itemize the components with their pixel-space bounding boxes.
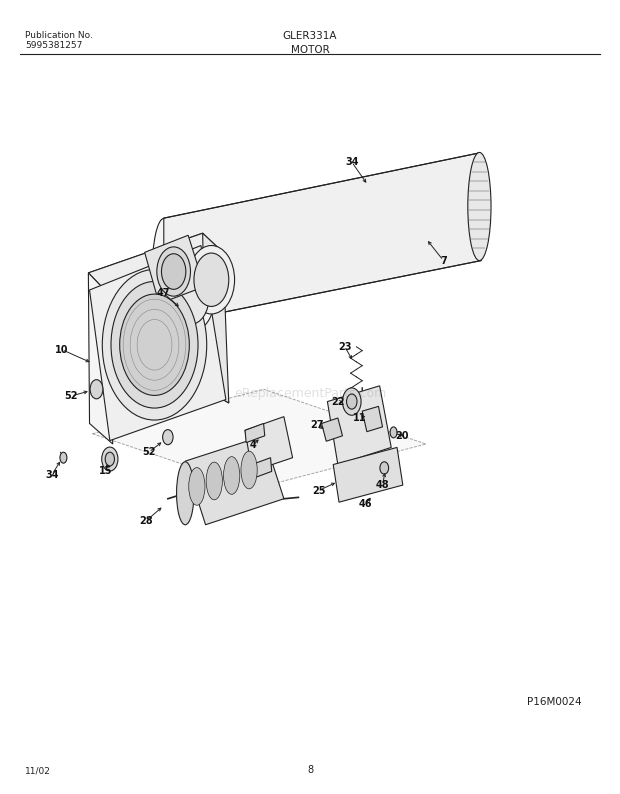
Text: 7: 7: [440, 256, 447, 265]
Ellipse shape: [224, 457, 240, 495]
Ellipse shape: [120, 294, 189, 395]
Polygon shape: [362, 407, 383, 432]
Ellipse shape: [194, 253, 229, 306]
Text: 52: 52: [142, 447, 156, 457]
Text: 27: 27: [310, 420, 324, 430]
Ellipse shape: [188, 245, 234, 314]
Text: GLER331A: GLER331A: [283, 32, 337, 41]
Ellipse shape: [347, 394, 357, 409]
Text: 22: 22: [331, 396, 345, 407]
Ellipse shape: [188, 468, 205, 505]
Ellipse shape: [241, 451, 257, 489]
Text: 10: 10: [55, 345, 68, 355]
Ellipse shape: [162, 430, 173, 445]
Text: Publication No.: Publication No.: [25, 32, 93, 40]
Polygon shape: [245, 417, 293, 472]
Text: 23: 23: [338, 341, 352, 352]
Polygon shape: [333, 448, 403, 502]
Polygon shape: [327, 386, 391, 464]
Text: eReplacementParts.com: eReplacementParts.com: [234, 387, 386, 399]
Polygon shape: [89, 233, 223, 294]
Ellipse shape: [380, 462, 389, 474]
Polygon shape: [92, 389, 426, 488]
Text: 15: 15: [99, 466, 112, 476]
Text: 28: 28: [140, 515, 153, 526]
Text: 4: 4: [250, 441, 257, 450]
Text: 8: 8: [307, 765, 313, 775]
Polygon shape: [322, 418, 342, 441]
Polygon shape: [89, 245, 226, 441]
Text: MOTOR: MOTOR: [291, 45, 329, 55]
Polygon shape: [252, 457, 272, 478]
Text: 46: 46: [358, 499, 372, 509]
Ellipse shape: [390, 427, 397, 437]
Ellipse shape: [105, 453, 115, 466]
Ellipse shape: [111, 281, 198, 408]
Polygon shape: [164, 153, 481, 324]
Text: 5995381257: 5995381257: [25, 41, 82, 50]
Text: 52: 52: [64, 391, 78, 401]
Ellipse shape: [102, 447, 118, 471]
Ellipse shape: [102, 269, 206, 420]
Text: 25: 25: [312, 486, 326, 495]
Ellipse shape: [157, 247, 190, 296]
Polygon shape: [89, 233, 229, 403]
Ellipse shape: [468, 152, 491, 260]
Ellipse shape: [161, 254, 186, 289]
Text: 11: 11: [353, 413, 366, 423]
Ellipse shape: [342, 388, 361, 415]
Polygon shape: [144, 235, 205, 303]
Text: 20: 20: [395, 431, 409, 441]
Polygon shape: [203, 233, 229, 403]
Text: 11/02: 11/02: [25, 766, 51, 775]
Ellipse shape: [167, 262, 215, 332]
Ellipse shape: [90, 380, 103, 399]
Text: P16M0024: P16M0024: [527, 697, 582, 707]
Polygon shape: [89, 273, 113, 444]
Ellipse shape: [206, 462, 223, 499]
Ellipse shape: [177, 462, 194, 525]
Ellipse shape: [152, 218, 175, 325]
Text: 47: 47: [157, 288, 171, 299]
Polygon shape: [245, 423, 265, 442]
Text: 34: 34: [45, 470, 58, 480]
Ellipse shape: [60, 453, 67, 463]
Polygon shape: [185, 436, 284, 525]
Ellipse shape: [173, 269, 209, 324]
Text: 48: 48: [376, 480, 389, 490]
Text: 34: 34: [345, 157, 358, 167]
